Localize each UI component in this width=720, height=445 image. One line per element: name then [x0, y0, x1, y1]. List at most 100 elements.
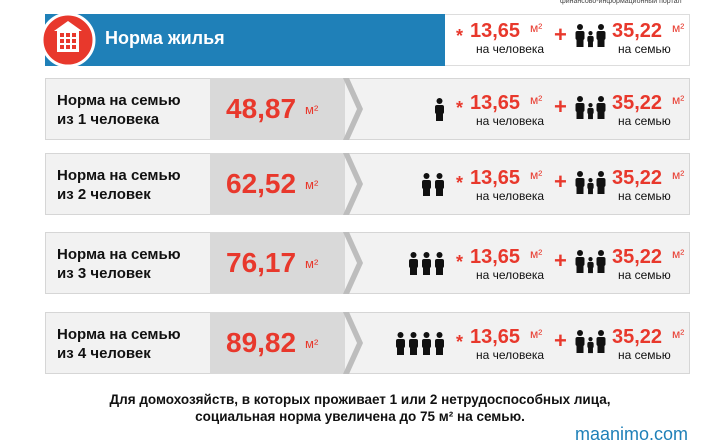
person-legs [410, 267, 417, 275]
per-person-value: 13,65 [470, 92, 521, 114]
person-legs [588, 113, 593, 120]
row-label-2: из 3 человек [57, 265, 151, 282]
people-icons [409, 252, 444, 275]
person-body [587, 261, 594, 269]
family-icon [575, 250, 606, 274]
person-legs [436, 113, 443, 121]
per-person-label: на человека [476, 114, 545, 128]
per-family-label: на семью [618, 268, 671, 282]
person-head [423, 332, 430, 338]
person-body [575, 257, 585, 266]
person-head [577, 250, 583, 256]
person-body [435, 180, 444, 189]
unit: м² [672, 93, 685, 107]
person-body [435, 105, 444, 114]
people-icons [435, 98, 444, 121]
unit: м² [305, 256, 319, 271]
times-sign: * [456, 332, 464, 352]
per-person-value: 13,65 [470, 20, 521, 42]
person-legs [576, 345, 584, 353]
logo-caption: финансово-информационный портал [560, 0, 682, 5]
plus-sign: + [554, 248, 567, 273]
person-legs [576, 111, 584, 119]
unit: м² [672, 247, 685, 261]
person-head [436, 332, 443, 338]
unit: м² [530, 93, 543, 107]
chevron-shape [343, 232, 363, 294]
chevron-shape [343, 78, 363, 140]
person-head [423, 252, 430, 258]
row-value: 62,52 [226, 168, 297, 199]
header-title: Норма жилья [105, 28, 225, 48]
family-icon [575, 24, 606, 48]
person-head [598, 250, 604, 256]
window [66, 45, 70, 49]
people-icons [422, 173, 444, 196]
per-family-label: на семью [618, 189, 671, 203]
unit: м² [672, 21, 685, 35]
person-legs [597, 111, 605, 119]
person-head [397, 332, 404, 338]
person-body [435, 259, 444, 268]
person-body [435, 339, 444, 348]
window [60, 33, 64, 37]
person-head [577, 171, 583, 177]
per-family-label: на семью [618, 42, 671, 56]
person-head [410, 332, 417, 338]
header-right [445, 14, 690, 66]
person-head [588, 178, 593, 183]
site-logo: maanimo.com [575, 424, 689, 444]
person-body [575, 178, 585, 187]
row-label-2: из 4 человек [57, 345, 151, 362]
person-head [588, 31, 593, 36]
per-person-label: на человека [476, 268, 545, 282]
person-body [409, 259, 418, 268]
person-head [598, 171, 604, 177]
per-family-value: 35,22 [612, 246, 663, 268]
times-sign: * [456, 98, 464, 118]
person-legs [423, 188, 430, 196]
person-legs [597, 39, 605, 47]
chevron [343, 78, 363, 140]
person-legs [436, 267, 443, 275]
person-legs [436, 188, 443, 196]
person-body [587, 35, 594, 43]
per-family-value: 35,22 [612, 167, 663, 189]
people-icons [396, 332, 444, 355]
chevron [343, 153, 363, 215]
person-legs [597, 345, 605, 353]
plus-sign: + [554, 94, 567, 119]
person-head [436, 173, 443, 179]
times-sign: * [456, 173, 464, 193]
per-family-value: 35,22 [612, 20, 663, 42]
person-body [596, 337, 606, 346]
person-body [596, 257, 606, 266]
unit: м² [672, 327, 685, 341]
person-head [577, 96, 583, 102]
window [60, 45, 64, 49]
chevron-shape [343, 153, 363, 215]
per-person-value: 13,65 [470, 326, 521, 348]
chevron [343, 232, 363, 294]
per-family-label: на семью [618, 114, 671, 128]
window [66, 39, 70, 43]
value-box [210, 312, 345, 374]
header-bar [45, 14, 445, 66]
family-icon [575, 171, 606, 195]
value-box [210, 153, 345, 215]
person-body [575, 103, 585, 112]
person-body [596, 31, 606, 40]
row-label-1: Норма на семью [57, 246, 181, 263]
person-body [587, 107, 594, 115]
person-body [422, 180, 431, 189]
unit: м² [305, 102, 319, 117]
family-icon [575, 96, 606, 120]
window [66, 33, 70, 37]
per-family-label: на семью [618, 348, 671, 362]
times-sign: * [456, 252, 464, 272]
unit: м² [530, 168, 543, 182]
row-value: 48,87 [226, 93, 297, 124]
person-head [577, 24, 583, 30]
per-family-value: 35,22 [612, 326, 663, 348]
